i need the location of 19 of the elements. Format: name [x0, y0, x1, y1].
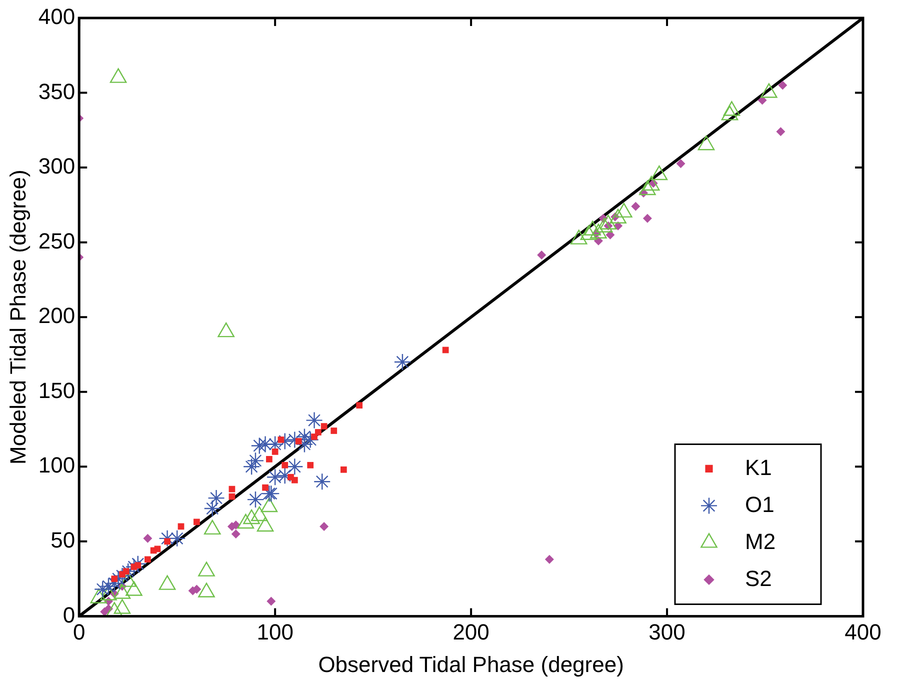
- y-tick-label: 50: [50, 527, 76, 552]
- x-tick-label: 300: [648, 619, 686, 644]
- y-tick-label: 0: [62, 602, 76, 628]
- legend-label: K1: [745, 454, 772, 480]
- legend-label: S2: [745, 566, 772, 591]
- x-tick-label: 400: [844, 619, 882, 644]
- x-tick-label: 200: [452, 619, 490, 644]
- y-tick-label: 250: [38, 228, 76, 254]
- y-tick-label: 300: [38, 154, 76, 179]
- legend-label: O1: [745, 492, 774, 517]
- x-tick-label: 100: [256, 619, 294, 644]
- x-axis-title: Observed Tidal Phase (degree): [318, 652, 624, 677]
- legend-label: M2: [745, 528, 776, 554]
- y-axis-title: Modeled Tidal Phase (degree): [5, 170, 30, 464]
- y-tick-label: 100: [38, 452, 76, 478]
- y-tick-label: 350: [38, 78, 76, 104]
- y-tick-label: 400: [38, 4, 76, 30]
- y-tick-label: 150: [38, 378, 76, 403]
- y-tick-label: 200: [38, 303, 76, 328]
